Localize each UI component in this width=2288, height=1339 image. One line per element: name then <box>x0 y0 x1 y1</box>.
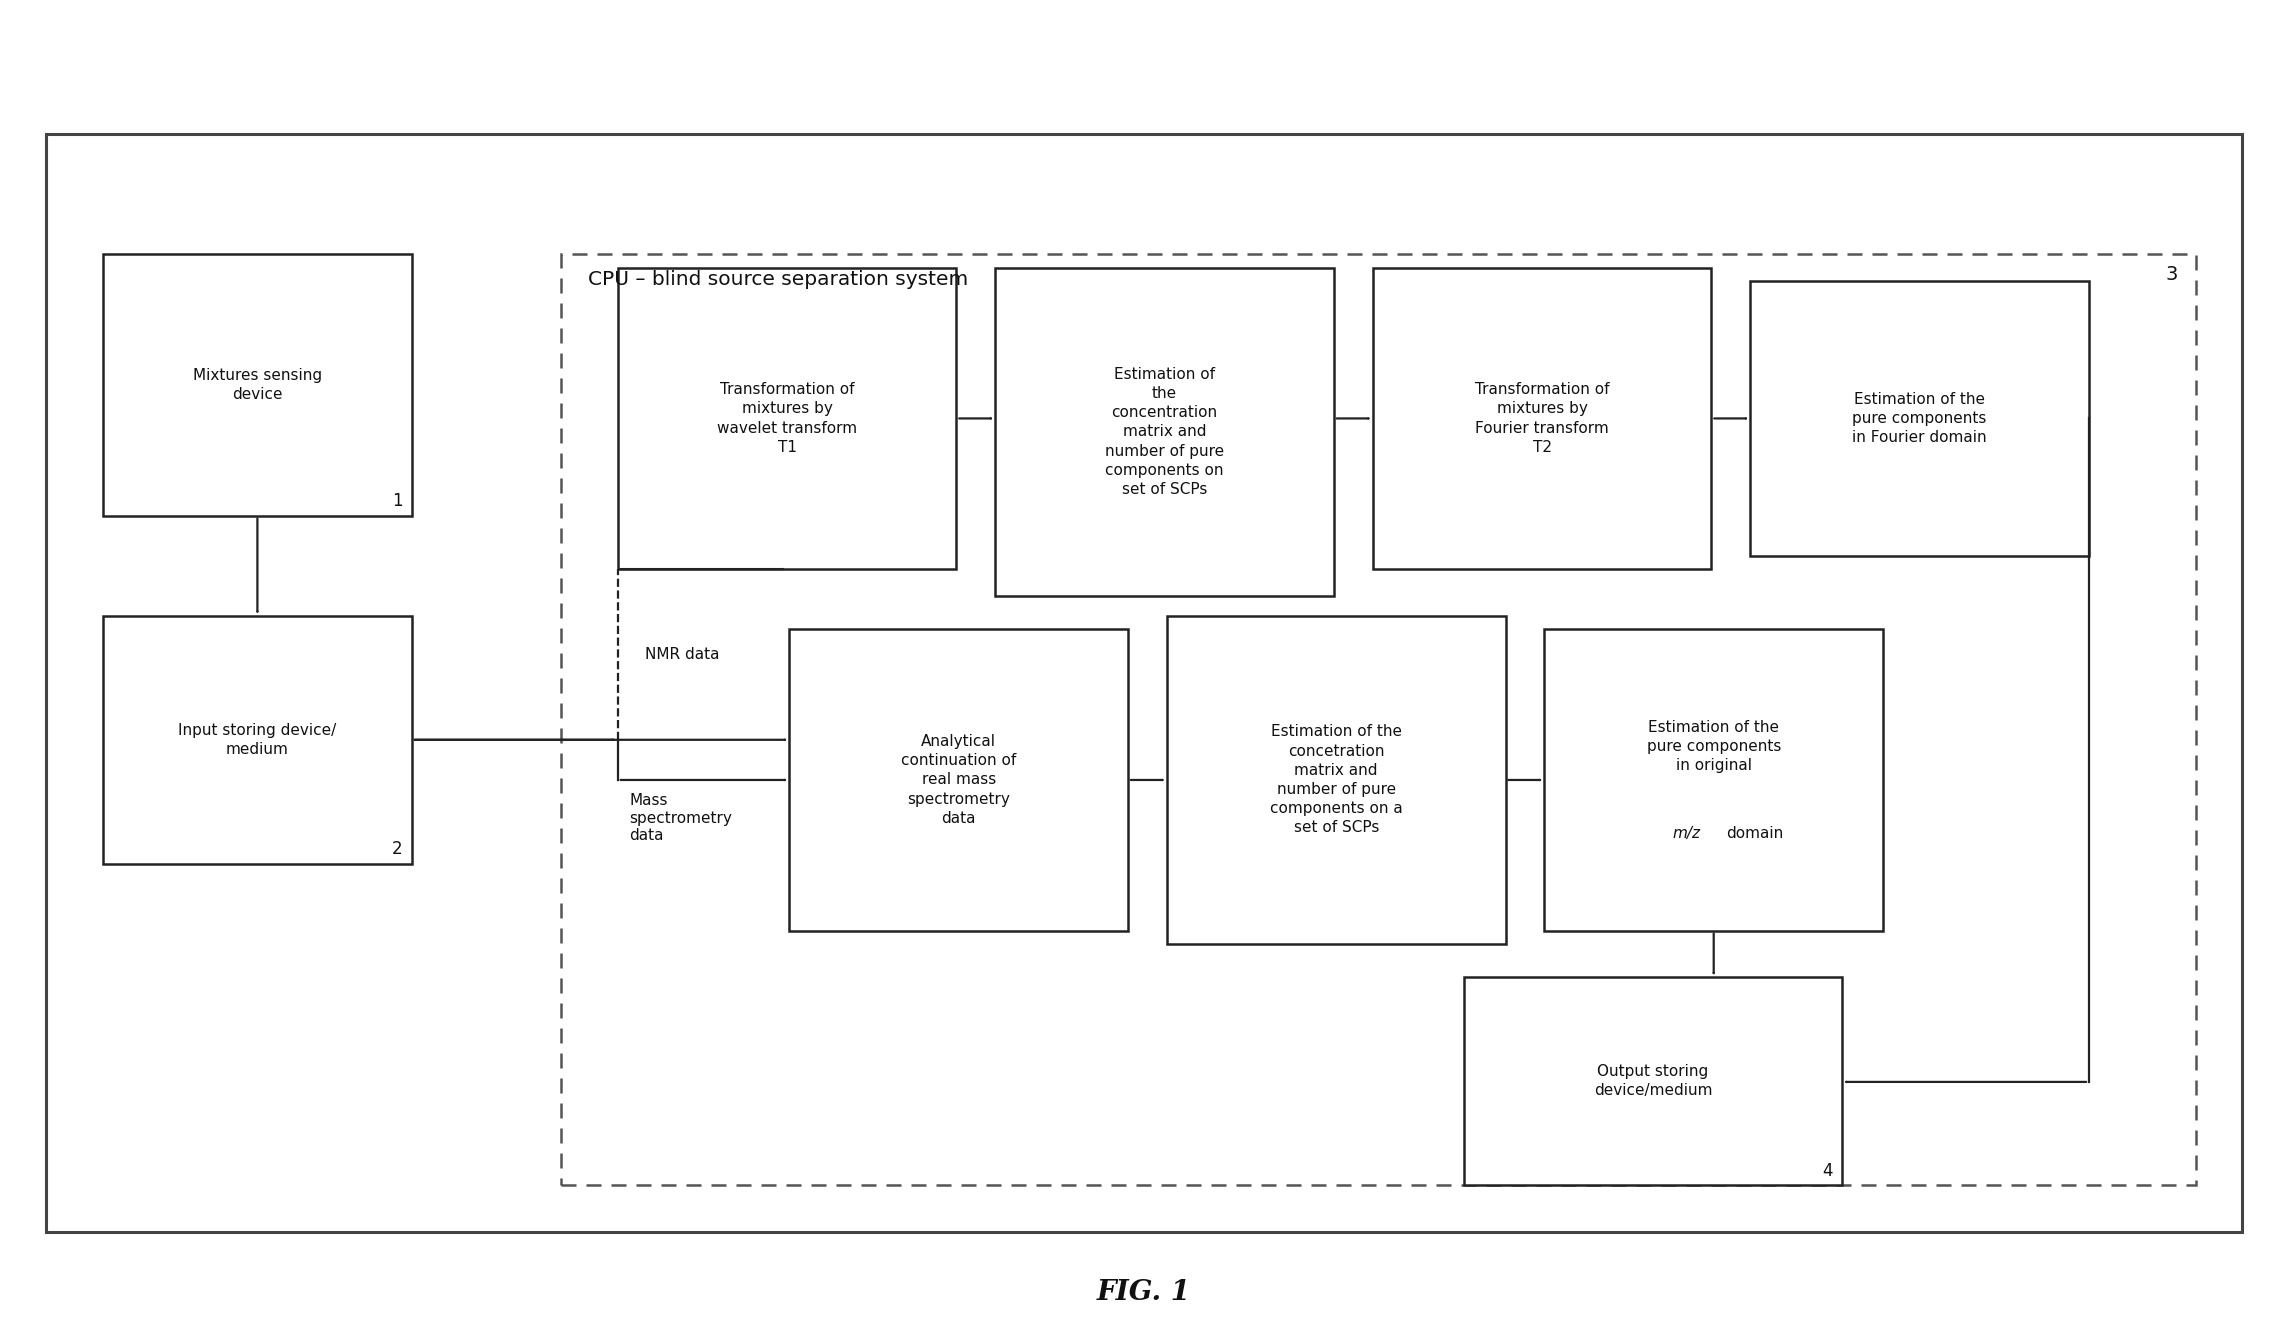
Text: 2: 2 <box>391 841 403 858</box>
Bar <box>103 254 412 516</box>
Bar <box>561 254 2196 1185</box>
Bar <box>618 268 956 569</box>
Text: Transformation of
mixtures by
wavelet transform
T1: Transformation of mixtures by wavelet tr… <box>716 382 858 455</box>
Bar <box>1544 629 1883 931</box>
Text: Mixtures sensing
device: Mixtures sensing device <box>192 368 323 402</box>
Text: domain: domain <box>1725 826 1785 841</box>
Bar <box>789 629 1128 931</box>
Text: 4: 4 <box>1821 1162 1833 1180</box>
Text: 1: 1 <box>391 493 403 510</box>
Bar <box>995 268 1334 596</box>
Text: Output storing
device/medium: Output storing device/medium <box>1595 1065 1711 1098</box>
Text: Estimation of the
pure components
in Fourier domain: Estimation of the pure components in Fou… <box>1853 392 1986 445</box>
Text: m/z: m/z <box>1673 826 1700 841</box>
Text: NMR data: NMR data <box>645 647 721 661</box>
Text: 3: 3 <box>2167 265 2178 284</box>
Bar <box>1373 268 1711 569</box>
Text: Estimation of the
concetration
matrix and
number of pure
components on a
set of : Estimation of the concetration matrix an… <box>1270 724 1403 836</box>
Text: CPU – blind source separation system: CPU – blind source separation system <box>588 270 968 289</box>
Bar <box>1750 281 2089 556</box>
Text: FIG. 1: FIG. 1 <box>1096 1279 1192 1306</box>
Text: Analytical
continuation of
real mass
spectrometry
data: Analytical continuation of real mass spe… <box>901 734 1016 826</box>
Bar <box>46 134 2242 1232</box>
Bar <box>1464 977 1842 1185</box>
Text: Input storing device/
medium: Input storing device/ medium <box>178 723 336 757</box>
Text: Estimation of the
pure components
in original: Estimation of the pure components in ori… <box>1647 720 1780 773</box>
Text: Mass
spectrometry
data: Mass spectrometry data <box>629 793 732 844</box>
Bar <box>103 616 412 864</box>
Bar <box>1167 616 1506 944</box>
Text: Transformation of
mixtures by
Fourier transform
T2: Transformation of mixtures by Fourier tr… <box>1476 382 1608 455</box>
Text: Estimation of
the
concentration
matrix and
number of pure
components on
set of S: Estimation of the concentration matrix a… <box>1105 367 1224 497</box>
